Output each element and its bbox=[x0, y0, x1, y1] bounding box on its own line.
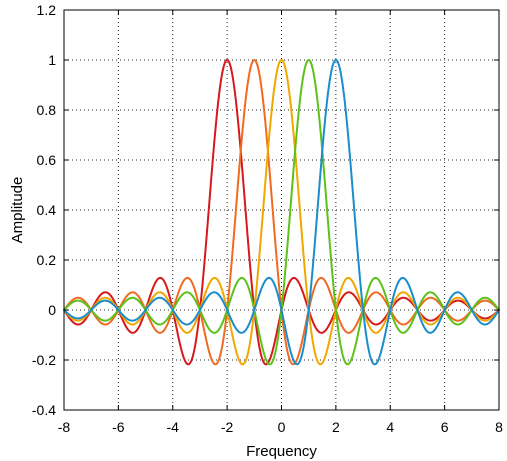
y-tick-label: 1.2 bbox=[37, 2, 57, 18]
y-tick-label: -0.2 bbox=[32, 352, 56, 368]
x-tick-label: -4 bbox=[167, 419, 180, 435]
x-tick-label: 2 bbox=[332, 419, 340, 435]
y-tick-labels: -0.4 -0.2 0 0.2 0.4 0.6 0.8 1 1.2 bbox=[32, 2, 56, 418]
y-tick-label: 0 bbox=[48, 302, 56, 318]
y-tick-label: 0.4 bbox=[37, 202, 57, 218]
y-axis-label: Amplitude bbox=[9, 177, 26, 244]
y-tick-label: -0.4 bbox=[32, 402, 56, 418]
x-tick-label: -8 bbox=[58, 419, 71, 435]
grid-lines bbox=[64, 10, 499, 410]
series-line-3 bbox=[63, 59, 500, 366]
series-line-4 bbox=[63, 59, 500, 366]
x-tick-labels: -8 -6 -4 -2 0 2 4 6 8 bbox=[58, 419, 503, 435]
y-tick-label: 1 bbox=[48, 52, 56, 68]
x-tick-label: -2 bbox=[221, 419, 234, 435]
y-tick-label: 0.6 bbox=[37, 152, 57, 168]
x-axis-label: Frequency bbox=[246, 443, 317, 460]
x-tick-label: 4 bbox=[386, 419, 394, 435]
y-tick-label: 0.8 bbox=[37, 102, 57, 118]
y-tick-label: 0.2 bbox=[37, 252, 57, 268]
ticks bbox=[63, 9, 500, 411]
x-tick-label: 8 bbox=[495, 419, 503, 435]
x-tick-label: 6 bbox=[441, 419, 449, 435]
x-tick-label: 0 bbox=[278, 419, 286, 435]
series-lines bbox=[63, 59, 500, 366]
series-line-5 bbox=[63, 59, 500, 366]
x-tick-label: -6 bbox=[112, 419, 125, 435]
